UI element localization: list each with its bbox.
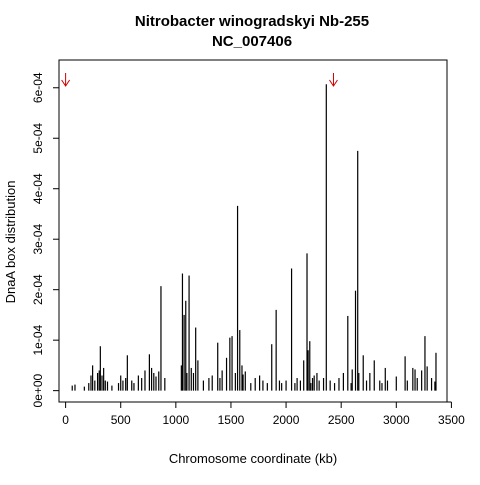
y-tick-label: 5e-04 (31, 123, 45, 154)
y-tick-label: 0e+00 (31, 373, 45, 407)
x-tick-label: 0 (62, 413, 69, 427)
x-tick-label: 500 (111, 413, 131, 427)
y-tick-label: 1e-04 (31, 324, 45, 355)
x-tick-label: 2500 (328, 413, 355, 427)
x-axis-label: Chromosome coordinate (kb) (169, 451, 337, 466)
y-tick-label: 4e-04 (31, 173, 45, 204)
chart-title: Nitrobacter winogradskyi Nb-255 (135, 13, 369, 30)
bars-layer (71, 84, 437, 391)
plot-frame (58, 59, 448, 403)
y-axis-label: DnaA box distribution (3, 181, 18, 304)
y-tick-label: 3e-04 (31, 224, 45, 255)
x-tick-label: 3000 (383, 413, 410, 427)
markers-layer (61, 73, 338, 87)
origin-marker-arrowhead (329, 79, 338, 87)
y-tick-label: 2e-04 (31, 274, 45, 305)
x-axis: 0 500 1000 1500 2000 2500 3000 3500 (62, 401, 465, 427)
x-tick-label: 1500 (218, 413, 245, 427)
y-tick-label: 6e-04 (31, 72, 45, 103)
chart-subtitle: NC_007406 (212, 33, 292, 50)
y-axis: 0e+00 1e-04 2e-04 3e-04 4e-04 5e-04 6e-04 (31, 72, 60, 407)
origin-marker-arrowhead (61, 79, 71, 87)
x-tick-label: 3500 (438, 413, 465, 427)
x-tick-label: 1000 (162, 413, 189, 427)
x-tick-label: 2000 (273, 413, 300, 427)
